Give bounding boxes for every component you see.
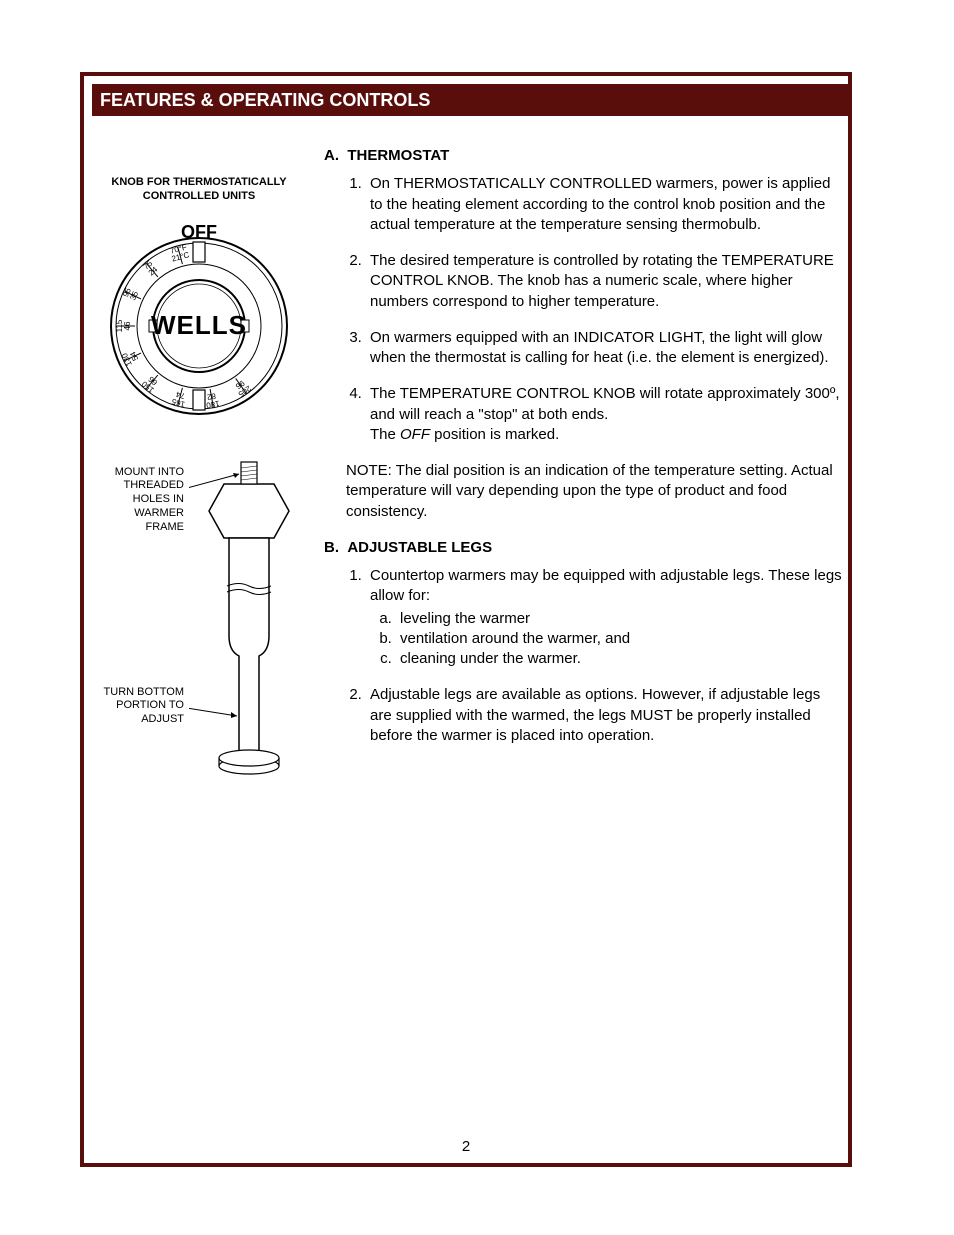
page-frame: FEATURES & OPERATING CONTROLS KNOB FOR T…: [80, 72, 852, 1167]
section-a-note: NOTE: The dial position is an indication…: [346, 461, 844, 522]
section-a-item-4-main: The TEMPERATURE CONTROL KNOB will rotate…: [370, 385, 840, 422]
knob-title-line1: KNOB FOR THERMOSTATICALLY: [111, 176, 286, 188]
section-b-item-1: Countertop warmers may be equipped with …: [366, 566, 844, 669]
adjustable-leg-diagram: MOUNT INTOTHREADEDHOLES INWARMERFRAME TU…: [94, 456, 304, 796]
section-a-item-4-pre: The: [370, 426, 400, 443]
section-b-item-1c: cleaning under the warmer.: [396, 649, 844, 669]
section-a-item-4: The TEMPERATURE CONTROL KNOB will rotate…: [366, 384, 844, 445]
section-b-letter: B.: [324, 539, 339, 556]
section-a-item-4-post: position is marked.: [430, 426, 559, 443]
leg-svg: [189, 456, 309, 786]
leg-bottom-label: TURN BOTTOMPORTION TOADJUST: [94, 686, 184, 727]
section-b-list: Countertop warmers may be equipped with …: [324, 566, 844, 746]
right-column: A. THERMOSTAT On THERMOSTATICALLY CONTRO…: [324, 134, 844, 762]
section-b-item-1-sublist: leveling the warmer ventilation around t…: [370, 609, 844, 670]
thermostat-knob-diagram: OFFWELLS70°F21°C752495351154613054150661…: [104, 216, 294, 426]
section-b-item-2: Adjustable legs are available as options…: [366, 685, 844, 746]
section-a-item-2: The desired temperature is controlled by…: [366, 251, 844, 312]
section-a-item-3: On warmers equipped with an INDICATOR LI…: [366, 328, 844, 369]
knob-title: KNOB FOR THERMOSTATICALLY CONTROLLED UNI…: [94, 176, 304, 204]
page-number: 2: [84, 1138, 848, 1155]
section-a-heading: A. THERMOSTAT: [324, 146, 844, 166]
section-header-bar: FEATURES & OPERATING CONTROLS: [92, 84, 848, 116]
svg-text:46: 46: [123, 321, 132, 330]
section-a-item-1: On THERMOSTATICALLY CONTROLLED warmers, …: [366, 174, 844, 235]
section-b-item-1b: ventilation around the warmer, and: [396, 629, 844, 649]
section-b-title: ADJUSTABLE LEGS: [347, 539, 492, 556]
knob-title-line2: CONTROLLED UNITS: [143, 190, 255, 202]
svg-text:OFF: OFF: [181, 222, 217, 242]
section-a-title: THERMOSTAT: [347, 147, 449, 164]
section-b-item-1a: leveling the warmer: [396, 609, 844, 629]
section-a-item-4-off: OFF: [400, 426, 430, 443]
svg-text:WELLS: WELLS: [151, 310, 247, 340]
section-a-letter: A.: [324, 147, 339, 164]
section-a-list: On THERMOSTATICALLY CONTROLLED warmers, …: [324, 174, 844, 445]
leg-top-label: MOUNT INTOTHREADEDHOLES INWARMERFRAME: [94, 466, 184, 535]
left-column: KNOB FOR THERMOSTATICALLY CONTROLLED UNI…: [94, 176, 304, 796]
section-b-item-1-lead: Countertop warmers may be equipped with …: [370, 567, 842, 604]
section-header-title: FEATURES & OPERATING CONTROLS: [100, 90, 430, 110]
section-b-heading: B. ADJUSTABLE LEGS: [324, 538, 844, 558]
